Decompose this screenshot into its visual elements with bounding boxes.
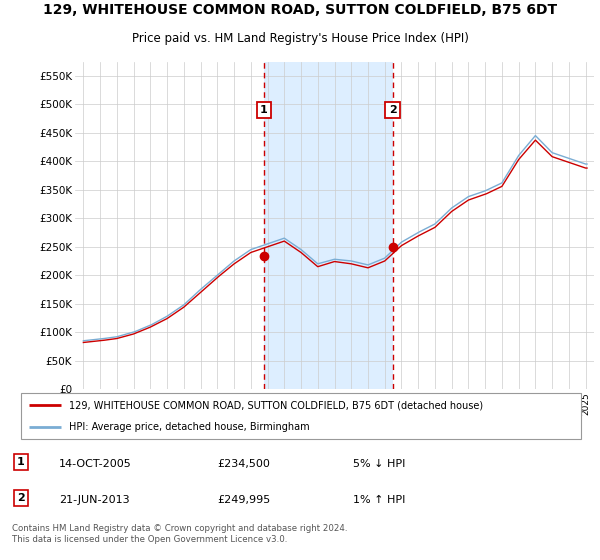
Text: HPI: Average price, detached house, Birmingham: HPI: Average price, detached house, Birm… [69, 422, 310, 432]
Text: 129, WHITEHOUSE COMMON ROAD, SUTTON COLDFIELD, B75 6DT (detached house): 129, WHITEHOUSE COMMON ROAD, SUTTON COLD… [69, 400, 483, 410]
Bar [264, 62, 392, 389]
FancyBboxPatch shape [21, 393, 581, 438]
Text: 2: 2 [389, 105, 397, 115]
Text: £249,995: £249,995 [218, 495, 271, 505]
Text: 1: 1 [260, 105, 268, 115]
Text: 21-JUN-2013: 21-JUN-2013 [59, 495, 130, 505]
Text: 1% ↑ HPI: 1% ↑ HPI [353, 495, 405, 505]
Text: Price paid vs. HM Land Registry's House Price Index (HPI): Price paid vs. HM Land Registry's House … [131, 32, 469, 45]
Text: 1: 1 [17, 457, 25, 467]
Text: 129, WHITEHOUSE COMMON ROAD, SUTTON COLDFIELD, B75 6DT: 129, WHITEHOUSE COMMON ROAD, SUTTON COLD… [43, 3, 557, 17]
Text: 5% ↓ HPI: 5% ↓ HPI [353, 459, 405, 469]
Text: £234,500: £234,500 [218, 459, 271, 469]
Text: 2: 2 [17, 493, 25, 503]
Text: 14-OCT-2005: 14-OCT-2005 [59, 459, 131, 469]
Text: Contains HM Land Registry data © Crown copyright and database right 2024.
This d: Contains HM Land Registry data © Crown c… [12, 524, 347, 544]
